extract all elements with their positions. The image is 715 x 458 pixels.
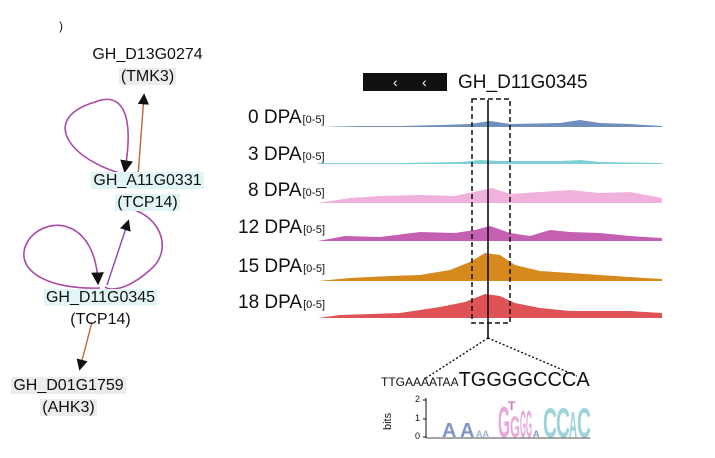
- node-gh-d11g0345: GH_D11G0345 (TCP14): [28, 287, 173, 331]
- sequence-logo: A A AA G T G GG A C C A C: [442, 398, 591, 447]
- node-gene-alias: (AHK3): [40, 399, 97, 416]
- logo-letter-c-1: C: [543, 399, 557, 446]
- panel-letter: ): [59, 19, 63, 33]
- node-gene-id: GH_D11G0345: [43, 289, 158, 306]
- track-stage: 0 DPA: [248, 107, 302, 128]
- edge-a11-self-loop: [104, 206, 163, 290]
- logo-axis-label: bits: [382, 412, 394, 430]
- direction-arrow-left-1: ‹: [393, 74, 398, 90]
- edge-d11-to-d01: [76, 321, 93, 371]
- gene-direction-bar: [363, 73, 447, 91]
- node-gh-d01g1759: GH_D01G1759 (AHK3): [0, 375, 141, 419]
- track-label-0-dpa: 0 DPA[0-5]: [248, 108, 325, 130]
- motif-sequence-large: TGGGGCCCA: [458, 369, 590, 391]
- track-label-8-dpa: 8 DPA[0-5]: [248, 181, 325, 203]
- logo-letter-g-3: GG: [520, 404, 532, 446]
- logo-tick-label-2: 2: [415, 394, 421, 404]
- edge-d13-self-loop: [64, 98, 133, 177]
- track-label-12-dpa: 12 DPA[0-5]: [238, 218, 325, 240]
- logo-tick-label-0: 0: [415, 431, 421, 441]
- track-label-15-dpa: 15 DPA[0-5]: [238, 257, 325, 279]
- track-range: [0-5]: [303, 263, 326, 275]
- track-range: [0-5]: [302, 151, 325, 163]
- edge-a11-to-d13: [137, 93, 149, 177]
- track-range: [0-5]: [302, 187, 325, 199]
- logo-letter-c-2: C: [556, 399, 570, 446]
- zoom-line-right: [487, 337, 578, 377]
- browser-gene-title: GH_D11G0345: [458, 72, 588, 93]
- logo-letter-low-2: A: [533, 429, 540, 439]
- track-label-3-dpa: 3 DPA[0-5]: [248, 145, 325, 167]
- track-3-dpa-coverage: [318, 160, 662, 164]
- node-gene-id: GH_A11G0331: [91, 172, 204, 189]
- logo-letter-g-2: G: [510, 411, 520, 444]
- track-12-dpa-coverage: [318, 226, 662, 241]
- node-gene-alias: (TMK3): [118, 68, 177, 85]
- track-stage: 12 DPA: [238, 217, 303, 238]
- track-8-dpa-coverage: [318, 188, 662, 203]
- zoom-line-left: [425, 337, 489, 379]
- logo-letter-t-1: T: [508, 399, 516, 413]
- motif-highlight-box: [471, 98, 511, 324]
- track-label-18-dpa: 18 DPA[0-5]: [238, 293, 325, 315]
- track-range: [0-5]: [303, 299, 326, 311]
- track-range: [0-5]: [302, 114, 325, 126]
- edge-d11-self-loop: [23, 224, 104, 289]
- node-gene-alias: (TCP14): [70, 311, 131, 328]
- motif-sequence-small: TTGAAAATAA: [381, 375, 459, 389]
- logo-tick-label-1: 1: [415, 413, 421, 423]
- track-18-dpa-coverage: [318, 294, 662, 318]
- motif-sequence: TTGAAAATAATGGGGCCCA: [381, 369, 590, 392]
- coverage-tracks: [318, 120, 662, 318]
- track-15-dpa-coverage: [318, 253, 662, 281]
- logo-letter-g-1: G: [498, 398, 510, 447]
- logo-letter-a-2: A: [460, 420, 474, 442]
- logo-letter-a-1: A: [442, 420, 456, 442]
- node-gene-id: GH_D01G1759: [11, 377, 126, 394]
- track-0-dpa-coverage: [318, 120, 662, 127]
- track-stage: 18 DPA: [238, 292, 303, 313]
- logo-letter-a-3: A: [569, 404, 577, 445]
- track-stage: 8 DPA: [248, 180, 302, 201]
- node-gh-d13g0274: GH_D13G0274 (TMK3): [75, 44, 220, 88]
- node-gh-a11g0331: GH_A11G0331 (TCP14): [75, 170, 220, 214]
- track-stage: 3 DPA: [248, 144, 302, 165]
- edge-d11-to-a11: [106, 219, 131, 286]
- logo-letter-c-3: C: [577, 399, 591, 446]
- node-gene-id: GH_D13G0274: [92, 46, 203, 63]
- node-gene-alias: (TCP14): [115, 194, 180, 211]
- direction-arrow-left-2: ‹: [422, 74, 427, 90]
- track-range: [0-5]: [303, 224, 326, 236]
- track-stage: 15 DPA: [238, 256, 303, 277]
- logo-letter-low-1: AA: [476, 429, 489, 439]
